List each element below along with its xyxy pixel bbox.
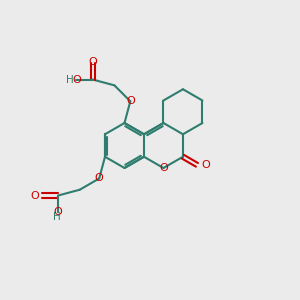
Text: O: O	[72, 74, 81, 85]
Text: O: O	[95, 173, 103, 184]
Text: H: H	[53, 212, 61, 222]
Text: O: O	[201, 160, 210, 170]
Text: O: O	[88, 57, 97, 67]
Text: O: O	[159, 163, 168, 173]
Text: O: O	[126, 96, 135, 106]
Text: O: O	[54, 207, 62, 217]
Text: H: H	[66, 74, 74, 85]
Text: O: O	[31, 190, 39, 201]
